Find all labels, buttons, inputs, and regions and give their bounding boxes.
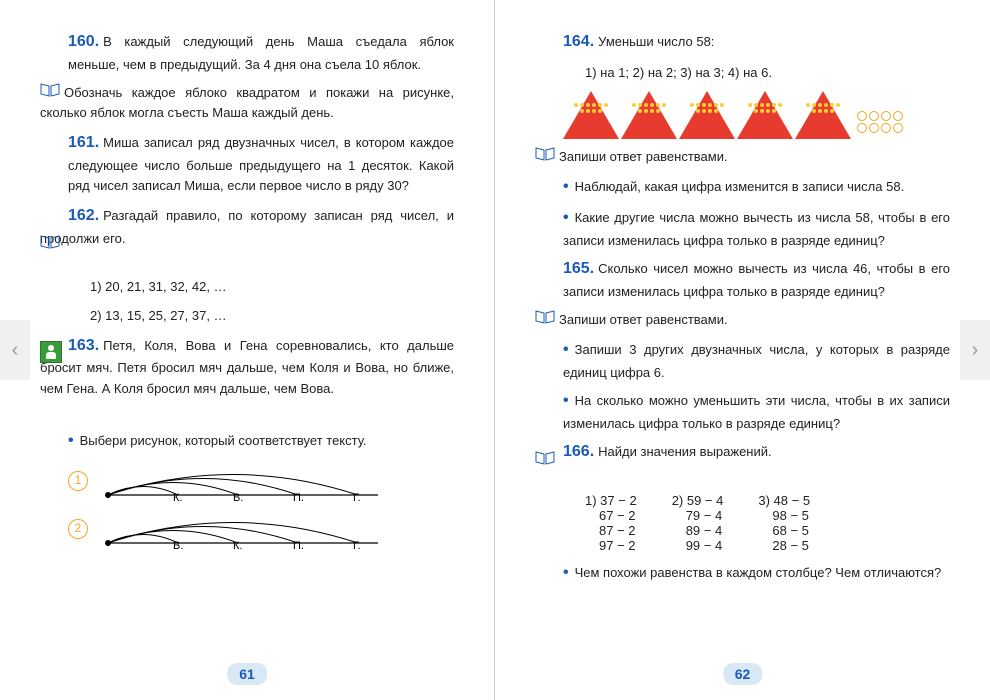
t162-r1: 1) 20, 21, 31, 32, 42, … [90, 277, 454, 297]
triangle-icon [621, 91, 677, 139]
triangle-icon [563, 91, 619, 139]
triangles-row [563, 91, 950, 139]
book-icon [535, 451, 555, 465]
svg-text:Г.: Г. [353, 492, 361, 502]
task-number: 163. [68, 337, 99, 354]
expr-col-3: 3) 48 − 5 98 − 5 68 − 5 28 − 5 [758, 493, 810, 553]
bullet-icon: • [563, 209, 569, 226]
book-icon [535, 310, 555, 324]
arc-svg: К. В. П. Г. [98, 460, 388, 502]
svg-text:В.: В. [233, 492, 243, 502]
svg-text:Г.: Г. [353, 540, 361, 550]
t165-b2: •На сколько можно уменьшить эти числа, ч… [563, 389, 950, 434]
expr-col-2: 2) 59 − 4 79 − 4 89 − 4 99 − 4 [672, 493, 724, 553]
t166-b1: •Чем похожи равенства в каждом столбце? … [563, 561, 950, 586]
task-166: 166.Найди значения выражений. [535, 440, 950, 485]
arc-diagram-2: 2 В. К. П. Г. [68, 508, 454, 550]
t165-sub: Запиши ответ равенствами. [535, 310, 950, 330]
bullet-icon: • [563, 341, 569, 358]
bullet-icon: • [563, 392, 569, 409]
t164-opts: 1) на 1; 2) на 2; 3) на 3; 4) на 6. [585, 63, 950, 83]
diagram-number: 2 [68, 519, 88, 539]
triangle-icon [795, 91, 851, 139]
nav-prev-button[interactable]: ‹ [0, 320, 30, 380]
page-number-left: 61 [227, 663, 267, 685]
bullet-icon: • [68, 432, 74, 449]
t165-b1: •Запиши 3 других двузначных числа, у кот… [563, 338, 950, 383]
page-left: 160.В каждый следующий день Маша съедала… [0, 0, 495, 700]
arc-diagram-1: 1 К. В. П. Г. [68, 460, 454, 502]
task-162: 162.Разгадай правило, по которому записа… [40, 204, 454, 269]
task-number: 161. [68, 134, 99, 151]
page-number-right: 62 [723, 663, 763, 685]
task-161: 161.Миша записал ряд двузначных чисел, в… [68, 131, 454, 196]
task-number: 160. [68, 33, 99, 50]
bullet-icon: • [563, 178, 569, 195]
svg-text:К.: К. [233, 540, 242, 550]
expressions: 1) 37 − 2 67 − 2 87 − 2 97 − 2 2) 59 − 4… [585, 493, 950, 553]
diagram-number: 1 [68, 471, 88, 491]
task-number: 165. [563, 260, 594, 277]
t163-b1: •Выбери рисунок, который соответствует т… [68, 429, 454, 454]
svg-text:П.: П. [293, 492, 304, 502]
nav-next-button[interactable]: › [960, 320, 990, 380]
task-number: 162. [68, 207, 99, 224]
svg-text:П.: П. [293, 540, 304, 550]
svg-text:В.: В. [173, 540, 183, 550]
expr-col-1: 1) 37 − 2 67 − 2 87 − 2 97 − 2 [585, 493, 637, 553]
task-165: 165.Сколько чисел можно вычесть из числа… [563, 257, 950, 302]
task-number: 164. [563, 33, 594, 50]
task-160: 160.В каждый следующий день Маша съедала… [68, 30, 454, 75]
page-right: 164.Уменьши число 58: 1) на 1; 2) на 2; … [495, 0, 990, 700]
bullet-icon: • [563, 564, 569, 581]
t164-b2: •Какие другие числа можно вычесть из чис… [563, 206, 950, 251]
triangle-icon [737, 91, 793, 139]
svg-text:К.: К. [173, 492, 182, 502]
t164-b1: •Наблюдай, какая цифра изменится в запис… [563, 175, 950, 200]
circles-group [857, 111, 903, 133]
person-icon [40, 341, 62, 363]
task-164: 164.Уменьши число 58: [563, 30, 950, 55]
book-icon [535, 147, 555, 161]
book-icon [40, 235, 60, 249]
task-163: 163.Петя, Коля, Вова и Гена соревновалис… [40, 334, 454, 421]
book-icon [40, 83, 60, 97]
t164-sub: Запиши ответ равенствами. [535, 147, 950, 167]
triangle-icon [679, 91, 735, 139]
t162-r2: 2) 13, 15, 25, 27, 37, … [90, 306, 454, 326]
task-160-sub: Обозначь каждое яблоко квадратом и покаж… [40, 83, 454, 123]
arc-svg: В. К. П. Г. [98, 508, 388, 550]
task-number: 166. [563, 443, 594, 460]
